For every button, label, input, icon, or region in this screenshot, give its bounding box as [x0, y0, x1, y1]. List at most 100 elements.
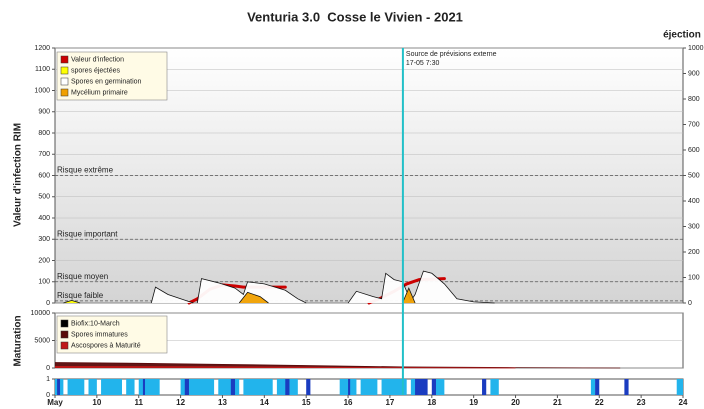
y2-tick-label: 0 — [688, 300, 692, 307]
y-tick-label: 0 — [46, 365, 50, 372]
wetness-bar — [230, 379, 236, 395]
y-tick-label: 900 — [38, 109, 50, 116]
x-tick-label: 19 — [469, 398, 478, 407]
wetness-bar — [67, 379, 85, 395]
wetness-bar — [624, 379, 629, 395]
wetness-bar — [339, 379, 357, 395]
wetness-bar — [180, 379, 215, 395]
wetness-bar — [285, 379, 290, 395]
y-axis-label: Valeur d'infection RIM — [13, 123, 24, 227]
y2-tick-label: 600 — [688, 147, 700, 154]
x-tick-label: 21 — [553, 398, 562, 407]
area-fill — [151, 271, 495, 303]
y2-tick-label: 900 — [688, 70, 700, 77]
wetness-bar — [490, 379, 499, 395]
chart-title: Venturia 3.0 Cosse le Vivien - 2021 — [247, 9, 463, 24]
y-tick-label: 1200 — [34, 45, 50, 52]
y-tick-label: 100 — [38, 279, 50, 286]
wetness-bar — [676, 379, 683, 395]
risk-label: Risque extrême — [57, 166, 114, 175]
risk-label: Risque faible — [57, 291, 104, 300]
y2-tick-label: 100 — [688, 274, 700, 281]
legend-label: Valeur d'infection — [71, 56, 124, 63]
y-tick-label: 1 — [46, 376, 50, 383]
x-tick-label: 22 — [595, 398, 604, 407]
y2-tick-label: 800 — [688, 96, 700, 103]
wetness-bar — [184, 379, 189, 395]
wetness-bar — [126, 379, 135, 395]
legend-swatch — [60, 77, 69, 86]
x-tick-label: 16 — [344, 398, 353, 407]
legend-label: spores éjectées — [71, 67, 121, 74]
x-tick-label: 13 — [218, 398, 227, 407]
legend-label: Spores en germination — [71, 78, 142, 85]
x-tick-label: 15 — [302, 398, 311, 407]
wetness-bar — [595, 379, 600, 395]
y2-tick-label: 400 — [688, 198, 700, 205]
wetness-bar — [88, 379, 97, 395]
x-tick-label: 14 — [260, 398, 269, 407]
y-axis-label: Maturation — [13, 315, 24, 366]
risk-label: Risque important — [57, 229, 118, 238]
y-tick-label: 10000 — [31, 310, 51, 317]
wetness-bar — [431, 379, 436, 395]
y2-tick-label: 300 — [688, 223, 700, 230]
wetness-bar — [306, 379, 311, 395]
legend-label: Ascospores à Maturité — [71, 342, 141, 349]
area-fill — [239, 288, 416, 303]
y2-axis-label: éjection — [663, 30, 701, 41]
wetness-bar — [142, 379, 146, 395]
wetness-bar — [348, 379, 351, 395]
y2-tick-label: 1000 — [688, 45, 704, 52]
wetness-bar — [435, 379, 445, 395]
wetness-bar — [138, 379, 160, 395]
x-tick-label: 18 — [427, 398, 436, 407]
area-fill — [63, 300, 81, 303]
wetness-bar — [101, 379, 122, 395]
area-line — [63, 299, 81, 304]
x-tick-label: 12 — [176, 398, 185, 407]
area-line — [238, 287, 416, 304]
y-tick-label: 600 — [38, 172, 50, 179]
legend-box — [56, 315, 168, 354]
x-tick-label: 24 — [679, 398, 688, 407]
y2-tick-label: 200 — [688, 249, 700, 256]
wetness-bar — [218, 379, 240, 395]
legend-label: Biofix:10-March — [71, 320, 120, 327]
y-tick-label: 0 — [46, 300, 50, 307]
forecast-label: 17-05 7:30 — [406, 60, 440, 67]
x-tick-label: 23 — [637, 398, 646, 407]
wetness-bar — [590, 379, 596, 395]
wetness-bar — [57, 379, 61, 395]
y-tick-label: 400 — [38, 215, 50, 222]
y-tick-label: 1000 — [34, 87, 50, 94]
legend-swatch — [60, 341, 69, 350]
y2-tick-label: 500 — [688, 172, 700, 179]
y-tick-label: 500 — [38, 194, 50, 201]
y-tick-label: 800 — [38, 130, 50, 137]
legend-box — [56, 51, 168, 101]
legend-swatch — [60, 330, 69, 339]
y2-tick-label: 700 — [688, 121, 700, 128]
x-tick-label: May — [47, 398, 63, 407]
legend-swatch — [60, 319, 69, 328]
x-tick-label: 17 — [385, 398, 394, 407]
legend-swatch — [60, 66, 69, 75]
y-tick-label: 5000 — [34, 337, 50, 344]
y-tick-label: 0 — [46, 392, 50, 399]
legend-label: Mycélium primaire — [71, 89, 128, 96]
area-line — [54, 366, 516, 369]
x-tick-label: 10 — [92, 398, 101, 407]
legend-swatch — [60, 55, 69, 64]
legend-label: Spores immatures — [71, 331, 128, 338]
x-tick-label: 11 — [134, 398, 143, 407]
x-tick-label: 20 — [511, 398, 520, 407]
y-tick-label: 700 — [38, 151, 50, 158]
risk-label: Risque moyen — [57, 272, 108, 281]
y-tick-label: 300 — [38, 236, 50, 243]
y-tick-label: 1100 — [35, 66, 50, 73]
wetness-bar — [381, 379, 407, 395]
y-tick-label: 200 — [38, 257, 50, 264]
wetness-bar — [243, 379, 273, 395]
